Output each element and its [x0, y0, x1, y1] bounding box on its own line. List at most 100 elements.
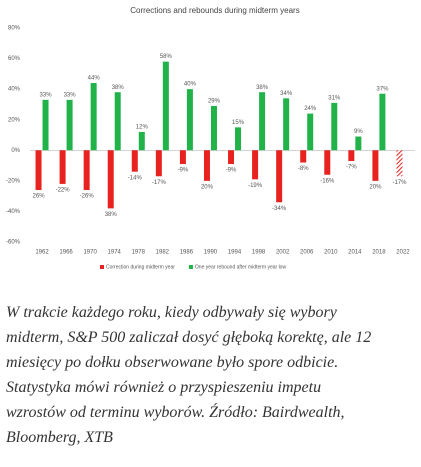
data-label: -9%	[226, 168, 237, 174]
data-label: 20%	[201, 184, 214, 190]
legend-label: Correction during midterm year	[106, 264, 175, 270]
caption-line: Bloomberg, XTB	[6, 429, 113, 446]
data-label: 31%	[328, 95, 341, 101]
bar	[203, 150, 210, 181]
y-tick-label: 20%	[8, 117, 21, 123]
x-tick-label: 2014	[348, 250, 362, 256]
data-label: 38%	[105, 212, 118, 218]
data-label: 29%	[208, 99, 221, 105]
bar	[379, 93, 386, 151]
caption-line: midterm, S&P 500 zaliczał dosyć głęboką …	[6, 329, 372, 346]
data-label: -17%	[152, 180, 167, 186]
bar	[162, 61, 169, 151]
bar	[355, 136, 362, 151]
bar	[83, 150, 90, 191]
bar	[300, 150, 307, 163]
data-label: 38%	[256, 85, 269, 91]
bar	[276, 150, 283, 203]
caption-line: W trakcie każdego roku, kiedy odbywały s…	[6, 304, 337, 321]
bar	[90, 83, 97, 151]
data-label: -17%	[392, 180, 407, 186]
legend-swatch	[100, 265, 104, 269]
data-label: 33%	[40, 92, 53, 98]
data-label: 12%	[136, 125, 149, 131]
bar	[138, 131, 145, 151]
caption-line: Statystyka mówi również o przyspieszeniu…	[6, 379, 322, 396]
x-tick-label: 1994	[228, 250, 242, 256]
data-label: 34%	[280, 91, 293, 97]
bar	[372, 150, 379, 181]
bar	[186, 89, 193, 151]
bar	[179, 150, 186, 165]
x-tick-label: 1978	[132, 250, 146, 256]
y-tick-label: 60%	[8, 56, 21, 62]
y-tick-label: -40%	[6, 209, 21, 215]
bar	[324, 150, 331, 175]
bar	[348, 150, 355, 161]
y-tick-label: -60%	[6, 240, 21, 246]
data-label: -34%	[272, 206, 287, 212]
data-label: 20%	[369, 184, 382, 190]
bar	[131, 150, 138, 172]
caption: W trakcie każdego roku, kiedy odbywały s…	[6, 300, 416, 450]
x-tick-label: 2010	[324, 250, 338, 256]
bar	[228, 150, 235, 165]
data-label: 38%	[112, 85, 125, 91]
bar	[252, 150, 259, 180]
y-tick-label: 40%	[8, 87, 21, 93]
data-label: -14%	[128, 175, 143, 181]
bar	[259, 92, 266, 151]
bar	[155, 150, 162, 177]
caption-line: wzrostów od terminu wyborów. Źródło: Bai…	[6, 404, 345, 421]
x-tick-label: 1966	[59, 250, 73, 256]
x-tick-label: 1986	[180, 250, 194, 256]
data-label: -19%	[248, 183, 263, 189]
data-label: 58%	[160, 54, 173, 60]
data-label: 15%	[232, 120, 245, 126]
chart: Corrections and rebounds during midterm …	[6, 6, 415, 270]
x-tick-label: 1990	[204, 250, 218, 256]
chart-title: Corrections and rebounds during midterm …	[130, 6, 299, 15]
data-label: 40%	[184, 82, 197, 88]
data-label: -8%	[298, 166, 309, 172]
x-tick-label: 1998	[252, 250, 266, 256]
bar	[283, 98, 290, 151]
bar	[210, 105, 217, 151]
x-tick-label: 2018	[372, 250, 386, 256]
x-tick-label: 1970	[83, 250, 97, 256]
bar	[114, 92, 121, 151]
y-tick-label: 0%	[11, 148, 20, 154]
data-label: -16%	[320, 178, 335, 184]
y-tick-label: -20%	[6, 178, 21, 184]
x-tick-label: 2022	[396, 250, 410, 256]
x-tick-label: 1982	[156, 250, 170, 256]
caption-line: miesięcy po dołku obserwowane było spore…	[6, 354, 339, 371]
bar	[35, 150, 42, 191]
data-label: 37%	[376, 86, 389, 92]
data-label: 9%	[354, 129, 363, 135]
data-label: -9%	[178, 168, 189, 174]
data-label: 33%	[64, 92, 77, 98]
legend-label: One year rebound after midterm year low	[195, 264, 287, 270]
bar	[107, 150, 114, 209]
bar	[66, 99, 73, 151]
data-label: -7%	[346, 165, 357, 171]
data-label: -26%	[80, 194, 95, 200]
x-tick-label: 2002	[276, 250, 290, 256]
data-label: 24%	[304, 106, 317, 112]
y-tick-label: 80%	[8, 26, 21, 32]
data-label: -22%	[56, 187, 71, 193]
bar	[42, 99, 49, 151]
x-tick-label: 2006	[300, 250, 314, 256]
bar	[396, 150, 403, 177]
bar	[59, 150, 66, 184]
bar	[307, 113, 314, 151]
bar	[235, 127, 242, 151]
data-label: 44%	[88, 76, 101, 82]
bar	[331, 102, 338, 151]
legend-swatch	[188, 265, 193, 269]
x-tick-label: 1974	[108, 250, 122, 256]
data-label: 26%	[33, 194, 46, 200]
x-tick-label: 1962	[35, 250, 49, 256]
